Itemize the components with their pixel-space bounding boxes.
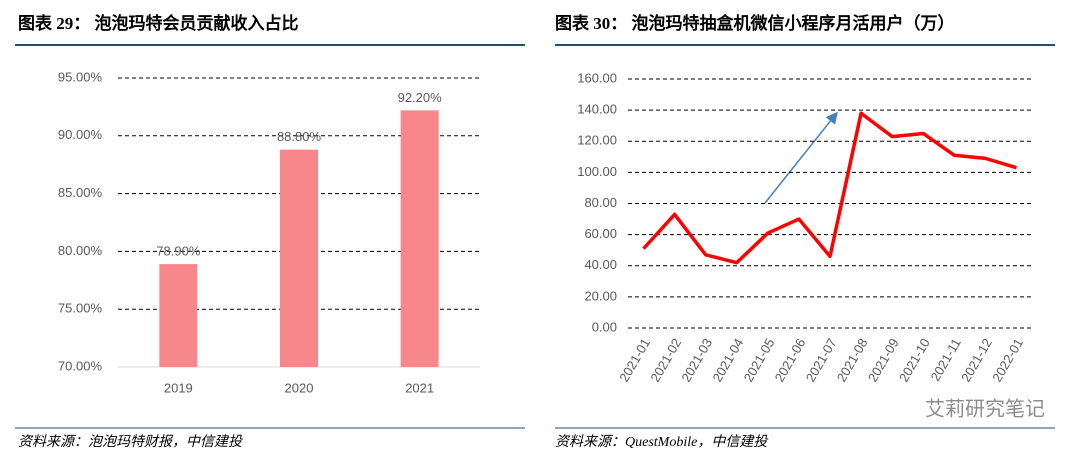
source: 资料来源：QuestMobile，中信建投 <box>555 434 769 450</box>
x-tick-label: 2021-10 <box>896 336 933 385</box>
y-tick-label: 70.00% <box>58 358 103 373</box>
source: 资料来源：泡泡玛特财报，中信建投 <box>18 434 244 450</box>
trend-arrow <box>764 111 838 204</box>
y-tick-label: 120.00 <box>577 133 617 148</box>
y-tick-label: 85.00% <box>58 185 103 200</box>
watermark: 艾莉研究笔记 <box>925 397 1045 420</box>
chart-title: 图表 30： 泡泡玛特抽盒机微信小程序月活用户（万） <box>555 13 955 33</box>
y-tick-label: 90.00% <box>58 127 103 142</box>
y-tick-label: 80.00 <box>584 195 617 210</box>
value-label: 88.80% <box>277 129 322 144</box>
y-tick-label: 95.00% <box>58 69 103 84</box>
y-tick-label: 100.00 <box>577 164 617 179</box>
x-tick-label: 2022-01 <box>989 336 1026 385</box>
bar <box>280 149 318 367</box>
x-tick-label: 2019 <box>164 380 193 395</box>
y-tick-label: 75.00% <box>58 301 103 316</box>
value-label: 78.90% <box>156 244 201 259</box>
chart-title: 图表 29： 泡泡玛特会员贡献收入占比 <box>18 13 299 33</box>
value-label: 92.20% <box>398 90 443 105</box>
bar <box>400 110 439 368</box>
x-tick-label: 2021 <box>405 380 434 395</box>
y-tick-label: 0.00 <box>592 319 617 334</box>
x-tick-label: 2020 <box>285 380 314 395</box>
line <box>642 111 1017 265</box>
y-tick-label: 80.00% <box>58 243 103 258</box>
y-tick-label: 140.00 <box>577 102 617 117</box>
y-tick-label: 40.00 <box>584 257 617 272</box>
y-tick-label: 20.00 <box>584 288 617 303</box>
y-tick-label: 60.00 <box>584 226 617 241</box>
y-tick-label: 160.00 <box>577 70 617 85</box>
bar <box>159 264 198 367</box>
